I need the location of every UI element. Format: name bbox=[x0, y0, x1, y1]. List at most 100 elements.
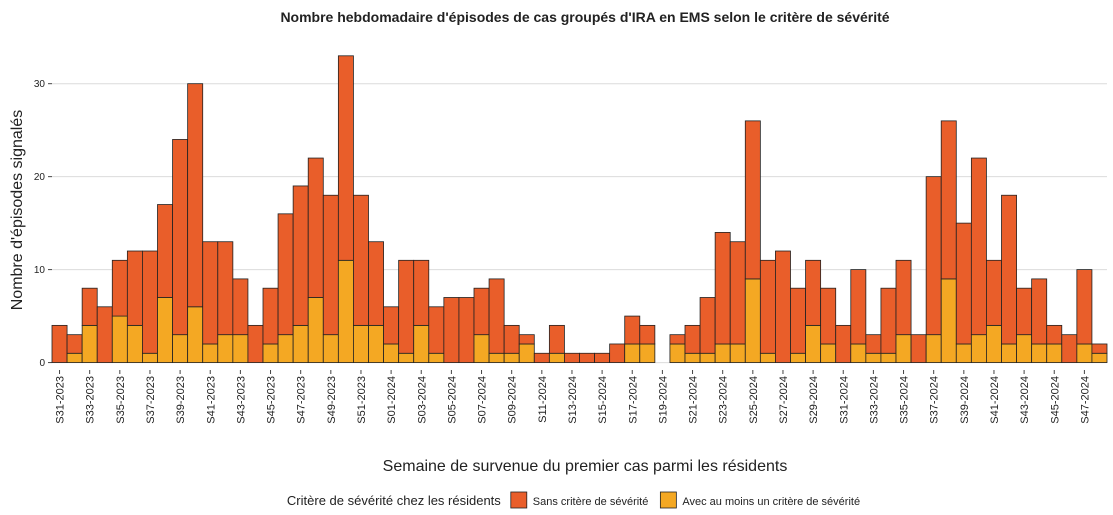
bar-segment bbox=[353, 194, 369, 326]
x-tick-label: S15-2024 bbox=[597, 376, 609, 424]
bar-segment bbox=[187, 306, 204, 363]
bar-segment bbox=[1091, 343, 1108, 354]
bar-segment bbox=[744, 278, 761, 363]
bar-segment bbox=[684, 352, 701, 363]
bar-segment bbox=[835, 324, 852, 363]
bar-segment bbox=[533, 352, 550, 363]
bar-segment bbox=[986, 259, 1002, 326]
bar-segment bbox=[353, 324, 369, 363]
bar-segment bbox=[850, 269, 867, 345]
bar-segment bbox=[277, 213, 294, 336]
bar-segment bbox=[1046, 324, 1063, 345]
bar-segment bbox=[187, 83, 204, 308]
bar-segment bbox=[624, 343, 641, 363]
bar-segment bbox=[262, 287, 279, 345]
bar-segment bbox=[518, 343, 535, 363]
bar-segment bbox=[805, 324, 822, 363]
bar-segment bbox=[81, 324, 98, 363]
bar-segment bbox=[1016, 334, 1033, 363]
x-tick-label: S51-2023 bbox=[356, 376, 368, 424]
bar-segment bbox=[111, 259, 128, 317]
bar-segment bbox=[172, 139, 189, 336]
x-tick-label: S19-2024 bbox=[657, 376, 669, 424]
bar-segment bbox=[865, 334, 882, 354]
bar-segment bbox=[503, 324, 520, 354]
bar-segment bbox=[609, 343, 626, 363]
bar-segment bbox=[986, 324, 1002, 363]
bar-segment bbox=[518, 334, 535, 345]
bar-segment bbox=[292, 185, 309, 326]
x-tick-label: S45-2024 bbox=[1049, 376, 1061, 424]
bar-segment bbox=[699, 352, 716, 363]
bar-segment bbox=[398, 352, 415, 363]
y-tick-label: 0 bbox=[39, 358, 45, 369]
y-tick-label: 10 bbox=[34, 265, 46, 276]
x-tick-label: S27-2024 bbox=[778, 376, 790, 424]
x-tick-label: S13-2024 bbox=[567, 376, 579, 424]
bar-segment bbox=[865, 352, 882, 363]
bar-segment bbox=[805, 259, 822, 326]
x-tick-label: S07-2024 bbox=[477, 376, 489, 424]
x-tick-label: S43-2024 bbox=[1019, 376, 1031, 424]
bar-segment bbox=[383, 306, 400, 345]
bar-segment bbox=[820, 287, 837, 345]
x-tick-label: S33-2024 bbox=[868, 376, 880, 424]
bar-segment bbox=[594, 352, 611, 363]
bar-segment bbox=[895, 259, 912, 336]
x-axis-title: Semaine de survenue du premier cas parmi… bbox=[383, 458, 788, 475]
bar-segment bbox=[1001, 343, 1017, 363]
bar-segment bbox=[970, 334, 987, 363]
bar-segment bbox=[247, 324, 264, 363]
bar-segment bbox=[488, 278, 505, 354]
x-tick-label: S31-2023 bbox=[55, 376, 67, 424]
x-tick-label: S43-2023 bbox=[235, 376, 247, 424]
bar-segment bbox=[413, 259, 430, 326]
bar-segment bbox=[111, 315, 128, 363]
x-tick-label: S37-2024 bbox=[929, 376, 941, 424]
bar-segment bbox=[1031, 343, 1048, 363]
bar-segment bbox=[142, 250, 158, 354]
bar-segment bbox=[81, 287, 98, 326]
x-tick-label: S39-2023 bbox=[175, 376, 187, 424]
bar-segment bbox=[790, 352, 806, 363]
bar-segment bbox=[383, 343, 400, 363]
x-tick-label: S01-2024 bbox=[386, 376, 398, 424]
bar-segment bbox=[669, 334, 686, 345]
x-tick-label: S05-2024 bbox=[446, 376, 458, 424]
bar-segment bbox=[428, 306, 445, 354]
bar-segment bbox=[307, 157, 324, 298]
y-tick-label: 30 bbox=[34, 79, 46, 90]
bar-segment bbox=[322, 334, 339, 363]
bar-segment bbox=[126, 324, 143, 363]
legend: Critère de sévérité chez les résidents Sa… bbox=[287, 491, 860, 509]
bar-segment bbox=[548, 324, 565, 354]
x-tick-label: S17-2024 bbox=[627, 376, 639, 424]
bar-segment bbox=[337, 259, 354, 363]
bar-segment bbox=[202, 241, 219, 345]
bar-segment bbox=[232, 334, 249, 363]
bar-segment bbox=[639, 343, 656, 363]
bar-segment bbox=[217, 334, 234, 363]
x-tick-label: S33-2023 bbox=[85, 376, 97, 424]
bar-segment bbox=[142, 352, 158, 363]
bar-segment bbox=[639, 324, 656, 345]
bar-segment bbox=[1001, 194, 1017, 345]
bar-segment bbox=[820, 343, 837, 363]
x-tick-label: S37-2023 bbox=[145, 376, 157, 424]
bar-segment bbox=[368, 241, 384, 326]
bar-segment bbox=[548, 352, 565, 363]
x-tick-label: S11-2024 bbox=[537, 376, 549, 423]
bar-segment bbox=[1091, 352, 1108, 363]
x-tick-label: S35-2024 bbox=[899, 376, 911, 424]
bar-segment bbox=[624, 315, 641, 345]
bar-segment bbox=[307, 297, 324, 363]
bar-segment bbox=[895, 334, 912, 363]
bar-segment bbox=[1046, 343, 1063, 363]
bar-segment bbox=[955, 222, 972, 345]
bar-segment bbox=[790, 287, 806, 354]
x-tick-label: S47-2023 bbox=[296, 376, 308, 424]
bar-segment bbox=[262, 343, 279, 363]
x-tick-label: S41-2024 bbox=[989, 376, 1001, 424]
bar-segment bbox=[217, 241, 234, 336]
x-tick-label: S47-2024 bbox=[1079, 376, 1091, 424]
